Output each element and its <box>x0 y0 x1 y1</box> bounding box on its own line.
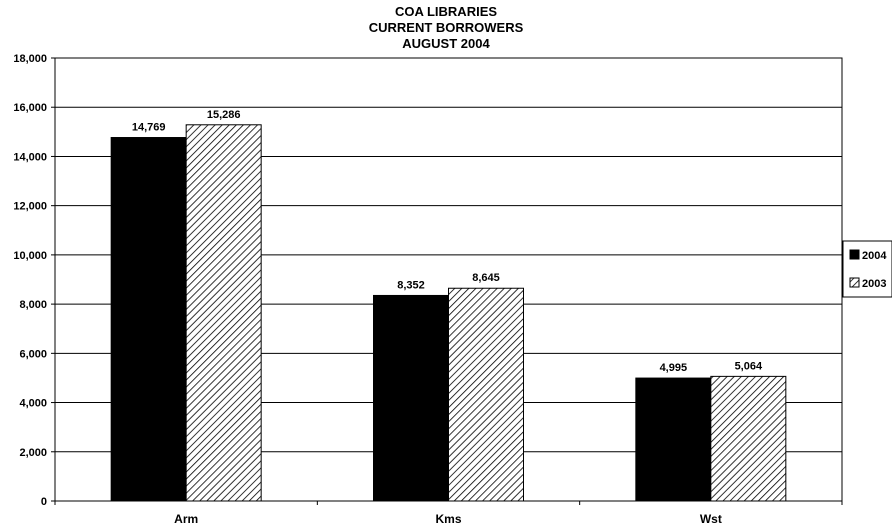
y-tick-label: 8,000 <box>19 299 47 311</box>
legend-label-2004: 2004 <box>862 250 887 262</box>
bar-2004-Kms <box>373 294 449 502</box>
chart-title-line-1: COA LIBRARIES <box>394 4 498 19</box>
bar-2003-Kms <box>448 287 524 502</box>
bars <box>110 124 787 502</box>
legend: 2004 2003 <box>842 240 892 298</box>
y-tick-label: 18,000 <box>13 53 47 65</box>
x-axis: Arm Kms Wst <box>54 501 843 526</box>
legend-swatch-2004 <box>849 249 860 260</box>
bar-2003-Wst <box>710 375 787 502</box>
y-tick-label: 2,000 <box>19 447 47 459</box>
chart-title: COA LIBRARIES CURRENT BORROWERS AUGUST 2… <box>0 4 892 52</box>
data-label: 8,645 <box>472 272 500 284</box>
bar-2004-Wst <box>635 377 712 502</box>
x-tick-label: Wst <box>700 512 722 526</box>
data-labels: 14,769 15,286 8,352 8,645 4,995 5,064 <box>132 109 763 374</box>
y-tick-label: 6,000 <box>19 348 47 360</box>
bar-2003-Arm <box>185 124 262 502</box>
legend-label-2003: 2003 <box>862 278 886 290</box>
y-tick-label: 10,000 <box>13 250 47 262</box>
data-label: 8,352 <box>397 279 425 291</box>
legend-swatch-2003 <box>849 277 860 288</box>
y-tick-label: 0 <box>41 496 47 508</box>
chart-title-line-2: CURRENT BORROWERS <box>368 20 524 35</box>
y-tick-label: 12,000 <box>13 201 47 213</box>
y-axis: 0 2,000 4,000 6,000 8,000 10,000 12,000 14,000 1… <box>13 53 55 508</box>
bar-2004-Arm <box>110 137 187 502</box>
x-tick-label: Arm <box>174 512 198 526</box>
y-tick-label: 14,000 <box>13 151 47 163</box>
chart-title-line-3: AUGUST 2004 <box>402 36 490 51</box>
data-label: 15,286 <box>207 109 241 121</box>
y-tick-label: 4,000 <box>19 398 47 410</box>
x-tick-label: Kms <box>435 512 461 526</box>
data-label: 14,769 <box>132 122 166 134</box>
data-label: 5,064 <box>735 360 763 372</box>
data-label: 4,995 <box>660 362 688 374</box>
y-tick-label: 16,000 <box>13 102 47 114</box>
